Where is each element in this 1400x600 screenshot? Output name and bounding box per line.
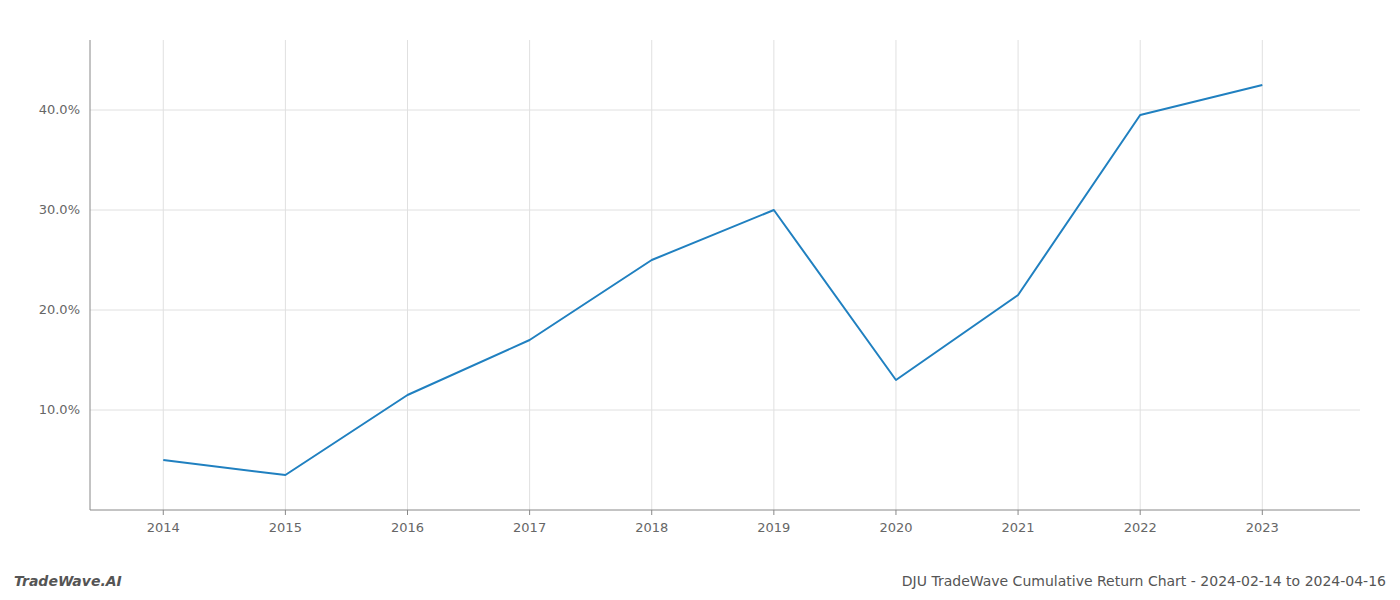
- x-tick-mark: [1140, 510, 1141, 515]
- y-tick-label: 30.0%: [39, 202, 80, 217]
- x-grid-line: [773, 40, 774, 510]
- y-grid-line: [90, 310, 1360, 311]
- x-grid-line: [163, 40, 164, 510]
- x-grid-line: [1018, 40, 1019, 510]
- y-tick-label: 40.0%: [39, 102, 80, 117]
- x-grid-line: [529, 40, 530, 510]
- y-axis-line: [90, 40, 91, 510]
- x-tick-label: 2015: [269, 520, 302, 535]
- x-grid-line: [407, 40, 408, 510]
- x-tick-label: 2022: [1124, 520, 1157, 535]
- x-tick-mark: [1262, 510, 1263, 515]
- x-grid-line: [1140, 40, 1141, 510]
- x-grid-line: [285, 40, 286, 510]
- watermark: TradeWave.AI: [14, 573, 122, 589]
- x-tick-label: 2014: [147, 520, 180, 535]
- x-tick-label: 2019: [757, 520, 790, 535]
- y-grid-line: [90, 110, 1360, 111]
- x-tick-label: 2021: [1002, 520, 1035, 535]
- x-tick-mark: [407, 510, 408, 515]
- x-tick-mark: [773, 510, 774, 515]
- x-axis-line: [90, 510, 1360, 511]
- x-tick-mark: [1018, 510, 1019, 515]
- y-tick-label: 10.0%: [39, 402, 80, 417]
- x-tick-label: 2018: [635, 520, 668, 535]
- plot-area: [163, 85, 1262, 475]
- x-tick-label: 2023: [1246, 520, 1279, 535]
- grid: [90, 40, 1360, 510]
- x-tick-mark: [895, 510, 896, 515]
- x-grid-line: [1262, 40, 1263, 510]
- x-tick-label: 2020: [879, 520, 912, 535]
- x-tick-mark: [529, 510, 530, 515]
- x-tick-mark: [163, 510, 164, 515]
- y-grid-line: [90, 410, 1360, 411]
- x-tick-mark: [651, 510, 652, 515]
- x-grid-line: [895, 40, 896, 510]
- chart-svg: 10.0% 20.0% 30.0% 40.0% 2014 2015 2016 2017 2018…: [0, 0, 1400, 600]
- chart-container: 10.0% 20.0% 30.0% 40.0% 2014 2015 2016 2017 2018…: [0, 0, 1400, 600]
- y-tick-label: 20.0%: [39, 302, 80, 317]
- axes: 10.0% 20.0% 30.0% 40.0% 2014 2015 2016 2017 2018…: [39, 40, 1360, 535]
- y-grid-line: [90, 210, 1360, 211]
- x-tick-mark: [285, 510, 286, 515]
- x-grid-line: [651, 40, 652, 510]
- chart-title: DJU TradeWave Cumulative Return Chart - …: [902, 573, 1386, 589]
- x-tick-label: 2016: [391, 520, 424, 535]
- x-tick-label: 2017: [513, 520, 546, 535]
- data-line: [163, 85, 1262, 475]
